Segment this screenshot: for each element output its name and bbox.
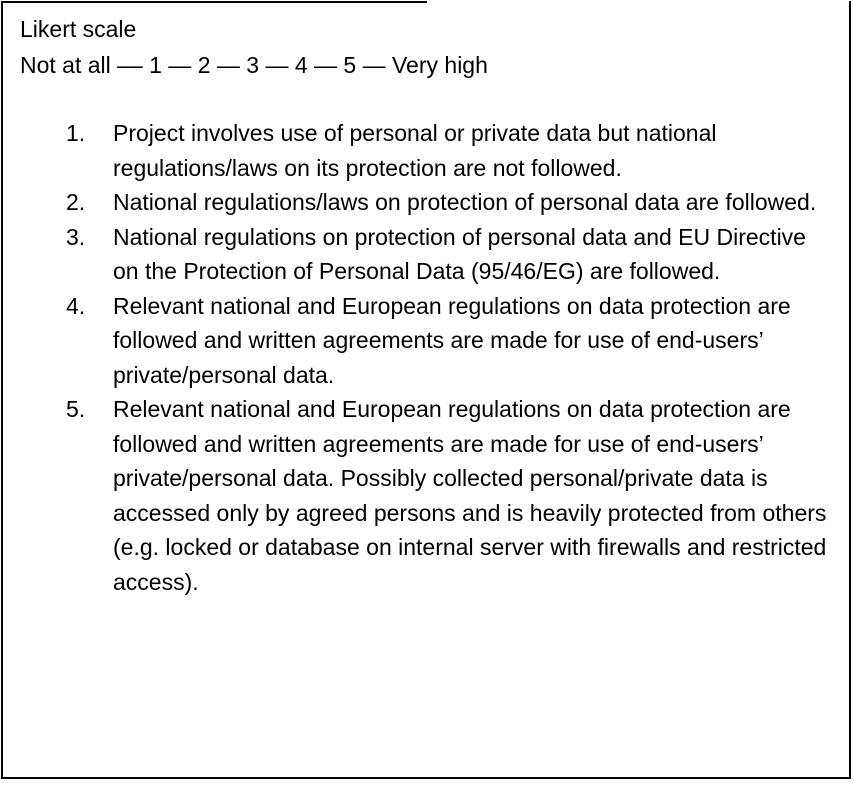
scale-level-item: 1. Project involves use of personal or p… [66,116,836,185]
item-number: 4. [66,292,86,319]
item-number: 5. [66,396,86,422]
item-text: Relevant national and European regulatio… [113,292,791,388]
item-number: 3. [66,223,86,250]
scale-header: Likert scale Not at all –– 1 — 2 — 3 — 4… [20,11,488,83]
item-number: 2. [66,189,86,215]
frame-top-border [1,1,427,3]
scale-level-item: 3. National regulations on protection of… [66,220,836,289]
item-text: National regulations/laws on protection … [113,189,817,215]
scale-level-list: 1. Project involves use of personal or p… [66,116,836,599]
item-text: National regulations on protection of pe… [113,223,806,285]
item-number: 1. [66,120,86,146]
scale-level-item: 5. Relevant national and European regula… [66,392,836,599]
item-text: Project involves use of personal or priv… [113,120,717,181]
scale-range: Not at all –– 1 — 2 — 3 — 4 — 5 — Very h… [20,52,488,78]
item-text: Relevant national and European regulatio… [113,396,827,595]
scale-level-item: 4. Relevant national and European regula… [66,289,836,393]
scale-level-item: 2. National regulations/laws on protecti… [66,185,836,220]
scale-title: Likert scale [20,16,137,42]
